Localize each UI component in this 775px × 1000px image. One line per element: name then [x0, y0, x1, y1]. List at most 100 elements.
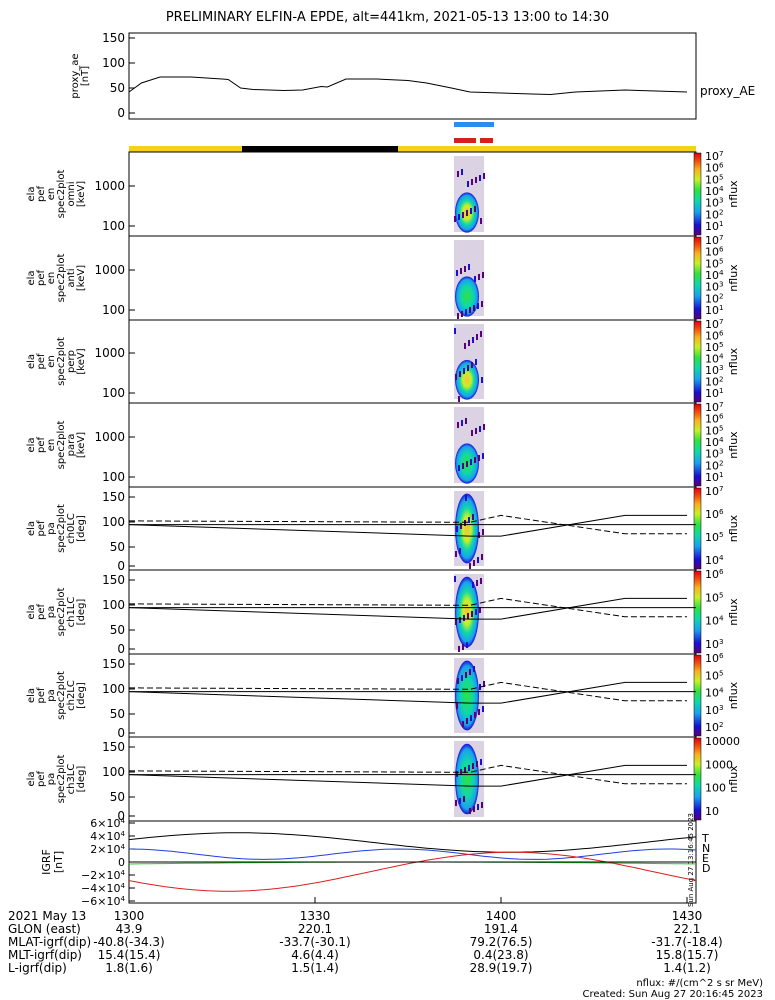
colorbar-tick-label: 105 — [705, 172, 724, 187]
colorbar-tick-label: 101 — [705, 303, 724, 318]
spectrogram-pixel — [454, 328, 456, 334]
y-tick-label: 100 — [102, 470, 125, 484]
footer-time-1: 1330 — [299, 909, 331, 923]
proxy-ae-series-label: proxy_AE — [700, 84, 755, 98]
black-status-bar — [242, 146, 398, 152]
y-axis-label: [keV] — [76, 181, 87, 207]
spectrogram-pixel — [475, 177, 477, 183]
spectrogram-pixel — [474, 457, 476, 463]
spectrogram-pixel — [482, 453, 484, 459]
y-axis-label: spec2plot — [56, 337, 67, 386]
colorbar-tick-label: 107 — [705, 149, 724, 164]
colorbar-8 — [693, 737, 702, 821]
y-axis-label: pef — [36, 186, 47, 203]
spectrogram-pixel — [463, 368, 465, 374]
y-axis-label: spec2plot — [56, 588, 67, 637]
footer-label-date: 2021 May 13 — [8, 909, 87, 923]
spectrogram-pixel — [482, 706, 484, 712]
spectrogram-pixel — [455, 374, 457, 380]
y-axis-label: [nT] — [52, 851, 65, 873]
panel-frame-0 — [128, 32, 697, 120]
spectrogram-pixel — [483, 173, 485, 179]
spectrogram-pixel — [454, 216, 456, 222]
spectrogram-pixel — [460, 523, 462, 529]
y-tick-label: 150 — [102, 657, 125, 671]
y-axis-label: pef — [36, 270, 47, 287]
colorbar-tick-label: 104 — [705, 553, 724, 568]
spectrogram-pixel — [479, 426, 481, 432]
spectrogram-pixel — [482, 529, 484, 535]
colorbar-7 — [693, 654, 702, 737]
footer-time-0: 1300 — [113, 909, 145, 923]
spectrogram-pixel — [465, 672, 467, 678]
spectrogram-pixel — [481, 802, 483, 808]
y-axis-label: ela — [26, 521, 37, 536]
colorbar-tick-label: 106 — [705, 567, 724, 582]
spectrogram-pixel — [481, 377, 483, 383]
y-tick-label: 1000 — [94, 263, 125, 277]
colorbar-5 — [693, 487, 702, 570]
y-axis-label: para — [66, 434, 77, 457]
spectrogram-pixel — [476, 334, 478, 340]
y-axis-label: omni — [66, 182, 77, 207]
y-tick-label: 100 — [102, 56, 125, 70]
colorbar-tick-label: 104 — [705, 685, 724, 700]
y-tick-label: 0 — [118, 856, 125, 869]
spectrogram-pixel — [458, 646, 460, 652]
y-axis-label: [deg] — [76, 766, 87, 793]
spectrogram-pixel — [455, 619, 457, 625]
y-axis-label: [deg] — [76, 682, 87, 709]
igrf-legend-D: D — [702, 862, 710, 875]
colorbar-tick-label: 104 — [705, 435, 724, 450]
y-tick-label: 50 — [110, 707, 125, 721]
spectrogram-pixel — [460, 769, 462, 775]
spectrogram-pixel — [470, 208, 472, 214]
colorbar-title: nflux — [727, 180, 740, 208]
spectrogram-pixel — [471, 362, 473, 368]
colorbar-tick-label: 103 — [705, 363, 724, 378]
y-axis-label: pa — [46, 522, 57, 534]
spectrogram-pixel — [457, 171, 459, 177]
red-marker-bar-a — [454, 138, 476, 143]
y-axis-label: [keV] — [76, 432, 87, 458]
spectrogram-pixel — [465, 495, 467, 501]
colorbar-tick-label: 102 — [705, 207, 724, 222]
y-tick-label: 0 — [117, 559, 125, 573]
spectrogram-pixel — [464, 520, 466, 526]
y-tick-label: 100 — [102, 303, 125, 317]
colorbar-tick-label: 107 — [705, 400, 724, 415]
spectrogram-pixel — [462, 721, 464, 727]
y-tick-label: 4×104 — [90, 829, 125, 844]
footer-label-mlt: MLT-igrf(dip) — [8, 948, 82, 962]
anti-loss-cone-line-7 — [128, 681, 687, 702]
colorbar-tick-label: 10000 — [705, 735, 740, 748]
colorbar-tick-label: 106 — [705, 411, 724, 426]
spectrogram-pixel — [459, 548, 461, 554]
colorbar-tick-label: 106 — [705, 651, 724, 666]
igrf-legend-N: N — [702, 842, 710, 855]
spectrogram-pixel — [470, 715, 472, 721]
footer-glon-2: 191.4 — [483, 922, 519, 936]
y-tick-label: −2×104 — [81, 868, 125, 883]
panel-frame-2 — [128, 235, 697, 321]
footer-label-glon: GLON (east) — [8, 922, 81, 936]
colorbar-title: nflux — [727, 264, 740, 292]
panel-frame-6 — [128, 569, 697, 655]
colorbar-title: nflux — [727, 765, 740, 793]
y-axis-label: ch0LC — [66, 513, 77, 544]
spectrogram-pixel — [461, 420, 463, 426]
blue-marker-bar — [454, 122, 494, 127]
footer-units: nflux: #/(cm^2 s sr MeV) — [636, 978, 763, 989]
y-axis-label: ela — [26, 270, 37, 285]
spectrogram-5 — [455, 493, 479, 564]
y-tick-label: 1000 — [94, 346, 125, 360]
spectrogram-pixel — [455, 800, 457, 806]
spectrogram-pixel — [469, 307, 471, 313]
spectrogram-pixel — [473, 560, 475, 566]
y-axis-label: [keV] — [76, 265, 87, 291]
spectrogram-pixel — [472, 337, 474, 343]
spectrogram-pixel — [455, 551, 457, 557]
colorbar-tick-label: 103 — [705, 637, 724, 652]
spectrogram-pixel — [458, 396, 460, 402]
